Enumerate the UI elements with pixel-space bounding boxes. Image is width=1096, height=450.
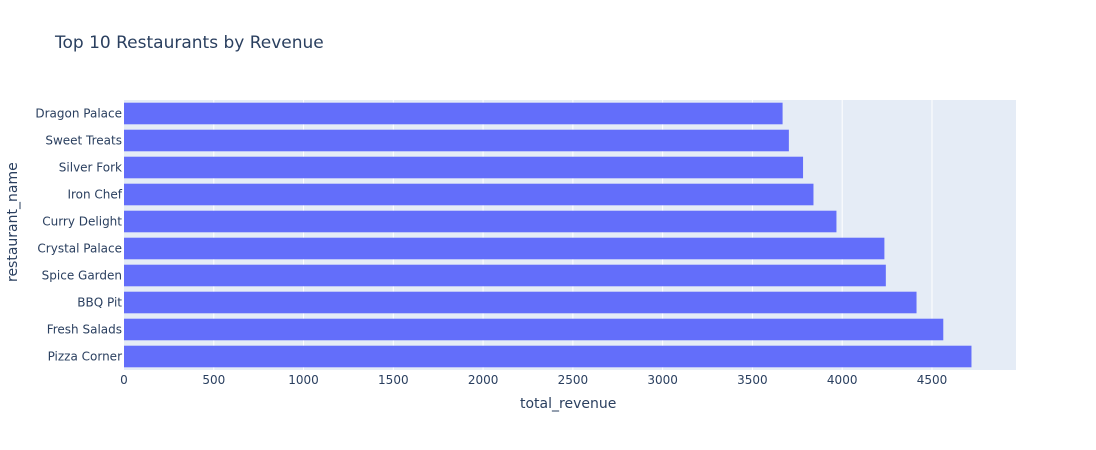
x-tick-label: 3500 (737, 373, 768, 387)
y-tick-label: Crystal Palace (37, 242, 122, 256)
y-tick-label: Curry Delight (42, 215, 122, 229)
y-tick-label: Sweet Treats (45, 134, 122, 148)
bar (124, 237, 885, 260)
y-tick-label: Dragon Palace (35, 107, 122, 121)
x-axis-title: total_revenue (520, 396, 617, 412)
bar (124, 102, 783, 125)
x-tick-label: 0 (120, 373, 128, 387)
chart-title: Top 10 Restaurants by Revenue (55, 33, 324, 53)
bar (124, 345, 972, 368)
x-tick-label: 1000 (288, 373, 319, 387)
y-axis-title: restaurant_name (5, 162, 21, 282)
bar (124, 156, 804, 179)
x-tick-label: 2500 (558, 373, 589, 387)
y-tick-label: Iron Chef (67, 188, 122, 202)
y-tick-label: Silver Fork (59, 161, 122, 175)
bar (124, 129, 789, 152)
x-tick-label: 1500 (378, 373, 409, 387)
y-tick-label: Fresh Salads (47, 323, 122, 337)
x-tick-label: 3000 (647, 373, 678, 387)
bar (124, 264, 886, 287)
y-tick-label: Pizza Corner (48, 350, 123, 364)
x-tick-label: 2000 (468, 373, 499, 387)
y-tick-label: Spice Garden (42, 269, 122, 283)
x-tick-label: 4000 (827, 373, 858, 387)
bar (124, 318, 944, 341)
bar (124, 210, 837, 233)
bar (124, 291, 917, 314)
x-tick-label: 4500 (917, 373, 948, 387)
x-tick-label: 500 (202, 373, 225, 387)
bar (124, 183, 814, 206)
y-tick-label: BBQ Pit (77, 296, 122, 310)
